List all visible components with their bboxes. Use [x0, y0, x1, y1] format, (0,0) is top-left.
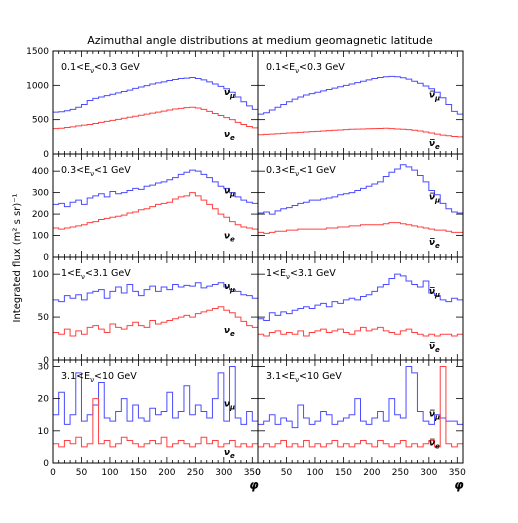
- y-tick-label: 400: [32, 167, 49, 177]
- y-tick-label: 0: [43, 150, 49, 160]
- series-line-nue: [258, 326, 463, 337]
- panel-label: 0.1<Eν<0.3 GeV: [266, 62, 345, 75]
- series-name-nue: νe: [224, 448, 235, 460]
- x-tick-label: 350: [449, 468, 466, 478]
- series-line-nue: [53, 398, 258, 448]
- x-tick-label: 250: [392, 468, 409, 478]
- series-name-nue: ν̅e: [429, 238, 440, 250]
- y-tick-label: 10: [38, 427, 50, 437]
- series-name-numu: ν̅μ: [429, 410, 440, 422]
- panel-label: 1<Eν<3.1 GeV: [61, 268, 131, 281]
- x-tick-label: 50: [281, 468, 293, 478]
- x-tick-label: 0: [50, 468, 56, 478]
- x-axis-label: φ: [249, 478, 259, 492]
- panel-row4-right: ν̅μ ν̅e 3.1<Eν<10 GeV: [257, 359, 464, 464]
- y-tick-label: 100: [32, 270, 49, 280]
- panel-row1-left: νμ νe 0.1<Eν<0.3 GeV: [52, 50, 259, 155]
- y-tick-label: 20: [38, 395, 50, 405]
- series-name-numu: νμ: [224, 399, 235, 411]
- series-line-nue: [258, 365, 463, 448]
- series-line-numu: [258, 164, 463, 215]
- series-name-nue: ν̅e: [429, 438, 440, 450]
- y-tick-label: 200: [32, 210, 49, 220]
- series-name-nue: ν̅e: [429, 139, 440, 151]
- series-line-numu: [53, 169, 258, 208]
- x-tick-label: 350: [244, 468, 261, 478]
- panel-row1-right: ν̅μ ν̅e 0.1<Eν<0.3 GeV: [257, 50, 464, 155]
- panel-label: 0.3<Eν<1 GeV: [266, 165, 336, 178]
- panel-row2-right: ν̅μ ν̅e 0.3<Eν<1 GeV: [257, 153, 464, 258]
- series-line-numu: [258, 75, 463, 115]
- y-tick-label: 0: [43, 253, 49, 263]
- panel-row2-left: νμ νe 0.3<Eν<1 GeV: [52, 153, 259, 258]
- x-tick-label: 50: [76, 468, 88, 478]
- y-tick-label: 1500: [26, 47, 49, 57]
- series-line-numu: [53, 365, 258, 425]
- series-line-numu: [53, 282, 258, 303]
- plot-grid: νμ νe 0.1<Eν<0.3 GeV ν̅μ ν̅e 0.1<Eν<0.3 GeV 0 5…: [26, 47, 466, 492]
- series-line-numu: [258, 365, 463, 429]
- y-tick-label: 500: [32, 116, 49, 126]
- x-tick-label: 100: [101, 468, 118, 478]
- panel-label: 0.1<Eν<0.3 GeV: [61, 62, 140, 75]
- panel-label: 1<Eν<3.1 GeV: [266, 268, 336, 281]
- panel-row4-left: νμ νe 3.1<Eν<10 GeV: [52, 359, 259, 464]
- series-name-nue: νe: [224, 130, 235, 142]
- series-line-nue: [53, 192, 258, 230]
- y-tick-label: 0: [43, 356, 49, 366]
- y-tick-label: 30: [38, 362, 50, 372]
- series-line-nue: [258, 222, 463, 234]
- series-name-nue: νe: [224, 232, 235, 244]
- series-name-numu: ν̅μ: [429, 90, 440, 102]
- series-line-nue: [53, 106, 258, 130]
- series-name-numu: νμ: [224, 88, 235, 100]
- x-axis-label: φ: [454, 478, 464, 492]
- panel-row3-right: ν̅μ ν̅e 1<Eν<3.1 GeV: [257, 256, 464, 361]
- y-axis-label: Integrated flux (m² s sr)⁻¹: [12, 193, 23, 322]
- chart-title: Azimuthal angle distributions at medium …: [87, 34, 433, 47]
- x-tick-label: 300: [215, 468, 232, 478]
- series-line-nue: [53, 306, 258, 337]
- x-tick-label: 150: [130, 468, 147, 478]
- series-name-numu: ν̅μ: [429, 193, 440, 205]
- y-tick-label: 100: [32, 232, 49, 242]
- panel-label: 3.1<Eν<10 GeV: [266, 371, 342, 384]
- series-name-nue: ν̅e: [429, 342, 440, 354]
- x-tick-label: 200: [158, 468, 175, 478]
- series-name-numu: ν̅μ: [429, 287, 440, 299]
- x-tick-label: 250: [187, 468, 204, 478]
- y-tick-label: 50: [38, 313, 50, 323]
- x-tick-label: 150: [335, 468, 352, 478]
- panel-label: 3.1<Eν<10 GeV: [61, 371, 137, 384]
- series-line-numu: [258, 273, 463, 322]
- y-tick-label: 1000: [26, 81, 49, 91]
- y-tick-label: 300: [32, 189, 49, 199]
- series-line-numu: [53, 76, 258, 113]
- x-tick-label: 0: [255, 468, 261, 478]
- x-tick-label: 100: [306, 468, 323, 478]
- series-name-nue: νe: [224, 326, 235, 338]
- series-line-nue: [258, 127, 463, 138]
- series-name-numu: νμ: [224, 186, 235, 198]
- panel-row3-left: νμ νe 1<Eν<3.1 GeV: [52, 256, 259, 361]
- series-name-numu: νμ: [224, 282, 235, 294]
- x-tick-label: 300: [420, 468, 437, 478]
- y-tick-label: 0: [43, 459, 49, 469]
- panel-label: 0.3<Eν<1 GeV: [61, 165, 131, 178]
- x-tick-label: 200: [363, 468, 380, 478]
